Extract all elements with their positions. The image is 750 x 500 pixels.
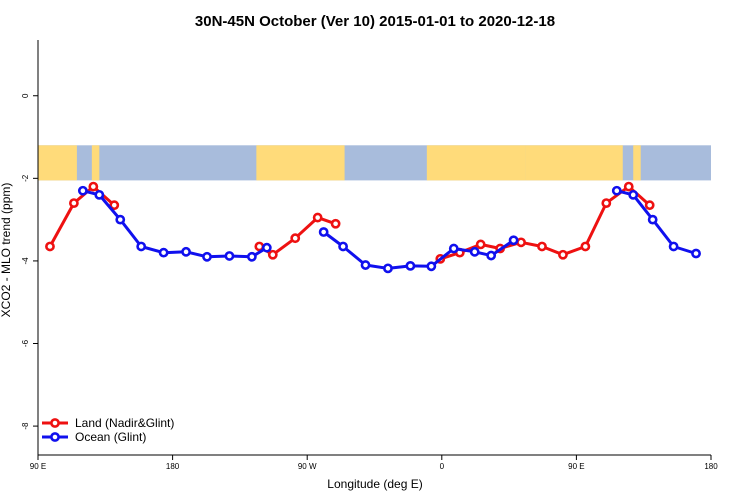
series-ocean-point: [224, 251, 235, 261]
land-asia-east: [525, 145, 623, 181]
series-land-point: [68, 198, 79, 209]
y-axis: 0 -2 -4 -6 -8: [21, 93, 38, 430]
y-tick-label: 0: [21, 93, 30, 98]
series-land-point: [475, 239, 486, 250]
series-ocean-point: [158, 247, 169, 258]
land-asia-east-islands: [91, 145, 100, 181]
plot-frame: [37, 40, 711, 456]
series-ocean-point: [469, 246, 480, 257]
series-land-point: [330, 218, 341, 229]
x-axis-label: Longitude (deg E): [327, 477, 422, 491]
legend-item-land: Land (Nadir&Glint): [42, 416, 174, 430]
series-land-point: [312, 212, 323, 223]
x-tick-label: 90 W: [298, 462, 317, 471]
legend-marker-land: [50, 418, 60, 428]
series-land-line: [48, 185, 116, 248]
series-land-point: [516, 237, 526, 248]
series-land-point: [537, 241, 547, 252]
land-europe-africa: [426, 145, 526, 181]
x-tick-label: 90 E: [568, 462, 584, 471]
series-ocean-point: [94, 189, 105, 200]
series-ocean-line: [322, 230, 515, 270]
series-ocean-point: [448, 243, 459, 254]
land-japan: [633, 145, 641, 181]
series-ocean-point: [338, 241, 348, 252]
x-tick-label: 90 E: [30, 462, 46, 471]
x-tick-label: 180: [166, 462, 180, 471]
series-ocean-point: [611, 185, 622, 196]
series-ocean-point: [360, 260, 371, 270]
series-land-point: [601, 198, 612, 209]
series-land-point: [109, 200, 120, 211]
land-north-america: [256, 145, 345, 181]
series-land-point: [267, 249, 278, 260]
series-land-point: [558, 249, 568, 260]
series-ocean-point: [647, 214, 658, 225]
series-ocean-point: [202, 251, 212, 262]
y-tick-label: -8: [21, 422, 30, 430]
series-ocean-point: [136, 241, 147, 252]
y-tick-label: -2: [21, 174, 30, 182]
series-ocean-line: [82, 189, 268, 259]
series-ocean-point: [691, 248, 701, 259]
series-ocean-point: [486, 250, 497, 261]
legend-label-ocean: Ocean (Glint): [75, 430, 146, 444]
y-tick-label: -4: [21, 257, 30, 265]
series-land-point: [88, 181, 99, 192]
series-land-point: [290, 233, 301, 244]
series-land-point: [623, 181, 634, 192]
series-ocean-point: [383, 263, 393, 274]
series-ocean-point: [181, 246, 191, 257]
x-tick-label: 180: [704, 462, 718, 471]
legend-marker-ocean: [50, 432, 60, 442]
y-axis-label: XCO2 - MLO trend (ppm): [0, 183, 13, 318]
series-ocean-point: [508, 235, 519, 246]
legend-label-land: Land (Nadir&Glint): [75, 416, 174, 430]
legend-item-ocean: Ocean (Glint): [42, 430, 146, 444]
chart-title: 30N-45N October (Ver 10) 2015-01-01 to 2…: [195, 13, 555, 30]
series-ocean-point: [318, 227, 329, 237]
series-land-point: [580, 241, 591, 252]
x-tick-label: 0: [440, 462, 445, 471]
series-ocean-point: [246, 251, 257, 262]
series-ocean-point: [668, 241, 679, 252]
y-tick-label: -6: [21, 339, 30, 347]
series-ocean-point: [77, 185, 88, 196]
series-ocean-point: [628, 189, 639, 200]
series-ocean: [77, 185, 701, 274]
world-map-band: [38, 145, 711, 181]
series-land-point: [45, 241, 55, 252]
series-layer: [45, 181, 701, 274]
series-land-point: [644, 200, 655, 211]
series-ocean-point: [261, 242, 272, 253]
series-ocean-point: [405, 260, 416, 271]
x-axis: 90 E 180 90 W 0 90 E 180: [30, 455, 718, 471]
series-ocean-point: [115, 214, 126, 225]
series-ocean-point: [426, 261, 437, 272]
legend: Land (Nadir&Glint)Ocean (Glint): [42, 416, 174, 444]
land-asia-west: [38, 145, 77, 181]
